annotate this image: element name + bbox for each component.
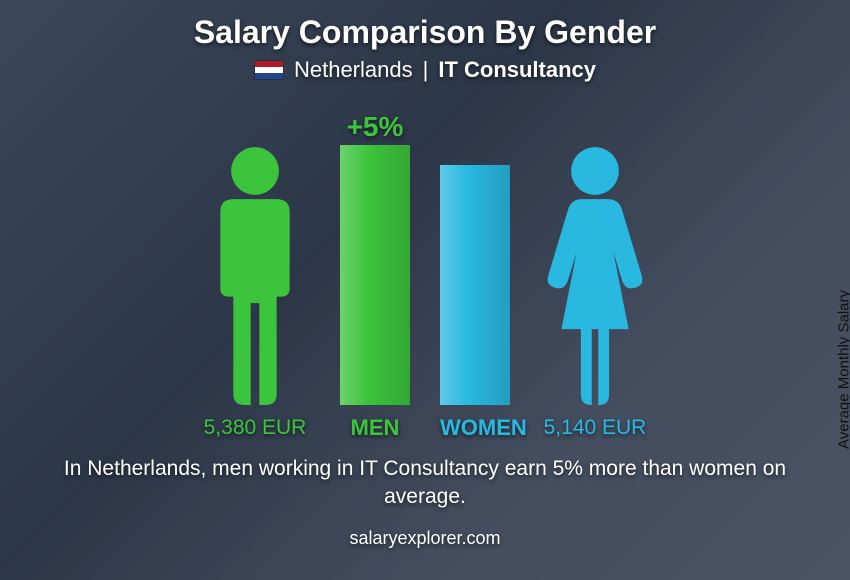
subtitle: Netherlands | IT Consultancy: [254, 57, 596, 83]
women-figure-col: [540, 105, 650, 405]
men-figure-col: [200, 105, 310, 405]
women-bar-col: [440, 105, 510, 405]
summary-text: In Netherlands, men working in IT Consul…: [55, 455, 795, 512]
source-label: salaryexplorer.com: [349, 528, 500, 549]
flag-stripe-bottom: [255, 73, 283, 79]
y-axis-label: Average Monthly Salary: [836, 290, 850, 449]
women-amount: 5,140 EUR: [540, 416, 650, 440]
country-label: Netherlands: [294, 57, 413, 83]
sector-label: IT Consultancy: [438, 57, 596, 83]
chart: +5%: [200, 105, 650, 405]
men-bar-col: +5%: [340, 105, 410, 405]
women-label: WOMEN: [440, 415, 510, 441]
title: Salary Comparison By Gender: [194, 14, 656, 51]
man-icon: [200, 145, 310, 405]
men-amount: 5,380 EUR: [200, 416, 310, 440]
men-label: MEN: [340, 415, 410, 441]
woman-icon: [540, 145, 650, 405]
separator: |: [423, 57, 429, 83]
infographic: Salary Comparison By Gender Netherlands …: [0, 0, 850, 580]
delta-label: +5%: [347, 111, 404, 143]
flag-icon: [254, 60, 284, 80]
women-bar: [440, 165, 510, 405]
labels-row: 5,380 EUR MEN WOMEN 5,140 EUR: [200, 415, 650, 441]
men-bar: [340, 145, 410, 405]
